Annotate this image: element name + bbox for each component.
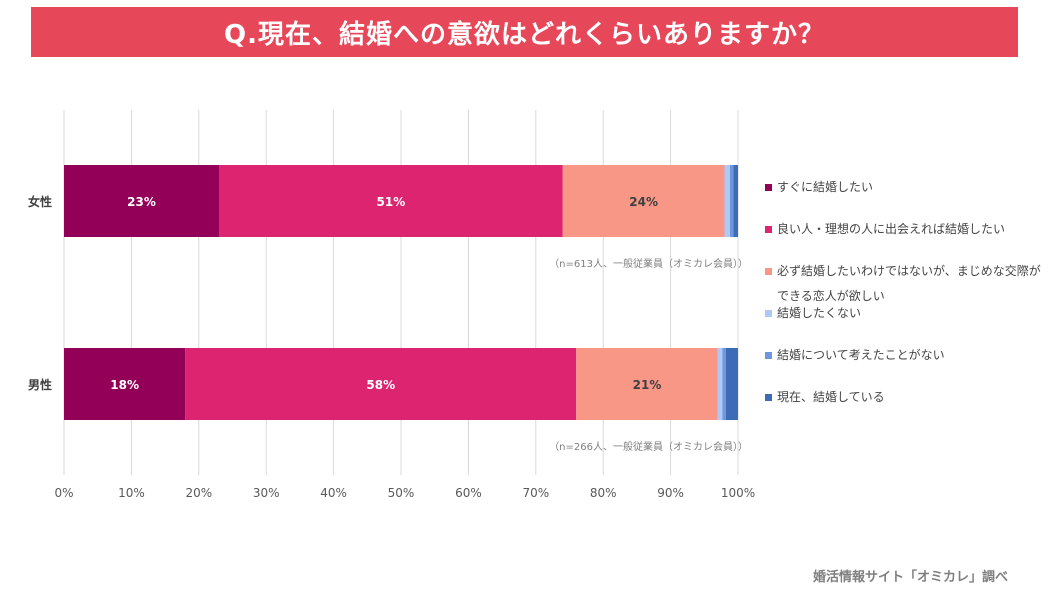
legend-label: 結婚について考えたことがない xyxy=(777,348,945,362)
bar-segment xyxy=(729,165,734,237)
data-label: 24% xyxy=(629,195,658,209)
sample-note: （n=266人、一般従業員（オミカレ会員）） xyxy=(549,440,748,453)
bar-segment xyxy=(185,348,577,420)
legend-item: 結婚したくない xyxy=(765,302,1050,324)
bar-segment xyxy=(64,165,220,237)
data-label: 58% xyxy=(366,378,395,392)
legend-swatch xyxy=(765,226,772,233)
legend-item: 必ず結婚したいわけではないが、まじめな交際が できる恋人が欲しい xyxy=(765,260,1050,307)
bar-segment xyxy=(722,348,726,420)
category-label: 男性 xyxy=(28,377,52,392)
x-tick-label: 60% xyxy=(455,486,482,500)
bar-segment xyxy=(733,165,738,237)
bar-segment xyxy=(717,348,723,420)
legend-item: 良い人・理想の人に出会えれば結婚したい xyxy=(765,218,1050,240)
legend-item: 現在、結婚している xyxy=(765,386,1050,408)
legend-item: すぐに結婚したい xyxy=(765,176,1050,198)
legend-label: すぐに結婚したい xyxy=(777,180,874,194)
x-tick-label: 100% xyxy=(721,486,755,500)
x-tick-label: 80% xyxy=(590,486,617,500)
x-tick-label: 0% xyxy=(54,486,73,500)
legend-label: 結婚したくない xyxy=(777,306,862,320)
category-label: 女性 xyxy=(28,194,52,209)
legend-label: 必ず結婚したいわけではないが、まじめな交際が xyxy=(777,264,1041,278)
bar-segment xyxy=(64,348,186,420)
x-tick-label: 70% xyxy=(522,486,549,500)
data-label: 23% xyxy=(127,195,156,209)
bar-segment xyxy=(576,348,718,420)
legend-swatch xyxy=(765,352,772,359)
x-tick-label: 90% xyxy=(657,486,684,500)
x-tick-label: 50% xyxy=(388,486,415,500)
legend-label-line2: できる恋人が欲しい xyxy=(777,289,885,303)
data-label: 21% xyxy=(633,378,662,392)
legend-swatch xyxy=(765,310,772,317)
bar-segment xyxy=(562,165,725,237)
chart-title: Q.現在、結婚への意欲はどれくらいありますか？ xyxy=(224,19,825,50)
bar-segment xyxy=(724,165,730,237)
data-label: 18% xyxy=(110,378,139,392)
legend-swatch xyxy=(765,394,772,401)
title-banner: Q.現在、結婚への意欲はどれくらいありますか？ xyxy=(31,7,1018,57)
legend-item: 結婚について考えたことがない xyxy=(765,344,1050,366)
bar-segment xyxy=(219,165,563,237)
legend-swatch xyxy=(765,184,772,191)
source-note: 婚活情報サイト「オミカレ」調べ xyxy=(812,570,1008,585)
sample-note: （n=613人、一般従業員（オミカレ会員）） xyxy=(549,257,748,270)
x-tick-label: 10% xyxy=(118,486,145,500)
x-tick-label: 30% xyxy=(253,486,280,500)
data-label: 51% xyxy=(377,195,406,209)
bar-segment xyxy=(725,348,738,420)
legend-label: 良い人・理想の人に出会えれば結婚したい xyxy=(777,222,1006,236)
legend-swatch xyxy=(765,268,772,275)
legend-label: 現在、結婚している xyxy=(777,390,885,404)
x-tick-label: 20% xyxy=(185,486,212,500)
x-tick-label: 40% xyxy=(320,486,347,500)
